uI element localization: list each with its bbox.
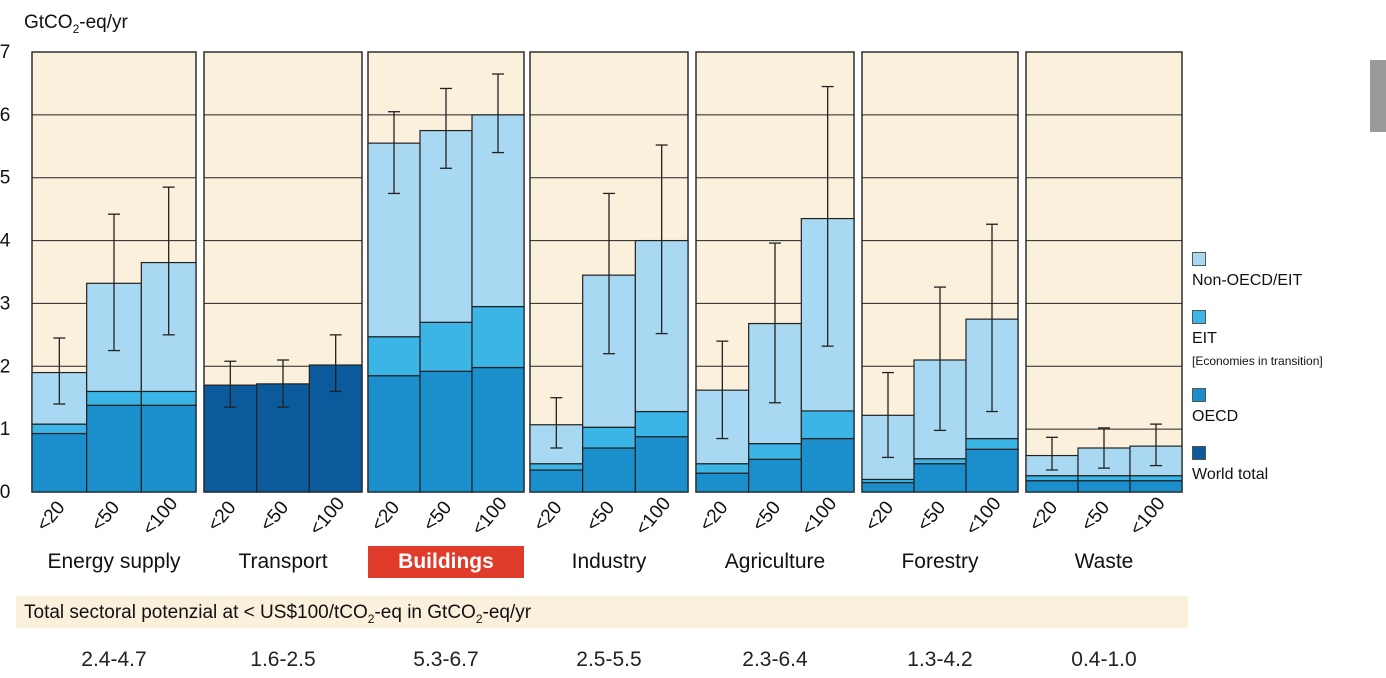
- x-tick-label: <20: [696, 497, 733, 535]
- bar-buildings-eit: [367, 336, 421, 377]
- total-potential-caption: Total sectoral potenzial at < US$100/tCO…: [24, 602, 532, 626]
- bar-waste-oecd: [1129, 480, 1183, 493]
- x-tick-label: <50: [1077, 497, 1114, 535]
- legend-swatch-non_oecd_eit: [1192, 252, 1206, 266]
- bar-agriculture-oecd: [695, 472, 750, 493]
- bar-waste-oecd: [1025, 480, 1079, 493]
- legend-label-oecd: OECD: [1192, 408, 1239, 425]
- bar-waste-eit: [1025, 475, 1079, 482]
- bar-industry-oecd: [529, 469, 584, 493]
- x-tick-label: <50: [87, 497, 124, 535]
- bar-agriculture-eit: [800, 410, 855, 440]
- x-tick-label: <50: [419, 497, 456, 535]
- bar-agriculture-eit: [695, 463, 750, 474]
- range-forestry: 1.3-4.2: [907, 648, 973, 671]
- x-tick-label: <50: [913, 497, 950, 535]
- bar-energy-supply-oecd: [140, 404, 197, 493]
- sector-label-industry: Industry: [571, 550, 647, 573]
- y-tick-label: 3: [0, 293, 10, 314]
- y-tick-label: 5: [0, 168, 10, 189]
- y-tick-label: 4: [0, 231, 11, 252]
- x-tick-label: <100: [468, 493, 512, 539]
- x-tick-label: <100: [1126, 493, 1170, 539]
- sector-label-forestry: Forestry: [901, 550, 979, 573]
- x-tick-label: <100: [306, 493, 350, 539]
- range-waste: 0.4-1.0: [1071, 648, 1137, 671]
- bar-forestry-oecd: [861, 481, 915, 493]
- legend-label-world_total: World total: [1192, 466, 1269, 483]
- x-tick-label: <20: [861, 497, 898, 535]
- y-tick-label: 7: [0, 42, 10, 63]
- bar-industry-oecd: [582, 447, 636, 493]
- y-tick-label: 6: [0, 105, 10, 126]
- legend-sublabel-eit: [Economies in transition]: [1192, 354, 1323, 368]
- bar-forestry-eit: [913, 458, 967, 465]
- bar-industry-eit: [582, 426, 636, 449]
- legend-label-non_oecd_eit: Non-OECD/EIT: [1192, 272, 1303, 289]
- bar-forestry-eit: [965, 437, 1019, 450]
- x-tick-label: <20: [530, 497, 567, 535]
- bar-buildings-oecd: [367, 375, 421, 493]
- bar-agriculture-oecd: [800, 437, 855, 493]
- sector-label-waste: Waste: [1074, 550, 1134, 573]
- range-energy-supply: 2.4-4.7: [81, 648, 147, 671]
- y-axis-label: GtCO2-eq/yr: [24, 12, 128, 36]
- bar-waste-eit: [1077, 475, 1131, 482]
- bar-buildings-eit: [419, 321, 473, 372]
- x-tick-label: <20: [33, 497, 70, 535]
- bar-industry-oecd: [634, 436, 689, 493]
- legend-swatch-eit: [1192, 310, 1206, 324]
- y-tick-label: 2: [0, 356, 10, 377]
- legend-swatch-oecd: [1192, 388, 1206, 402]
- x-tick-label: <100: [962, 493, 1006, 539]
- x-tick-label: <20: [1025, 497, 1062, 535]
- bar-industry-eit: [529, 463, 584, 471]
- sector-label-agriculture: Agriculture: [724, 550, 826, 573]
- sector-label-energy-supply: Energy supply: [47, 550, 181, 573]
- bar-agriculture-oecd: [748, 458, 802, 493]
- bar-waste-oecd: [1077, 480, 1131, 493]
- bar-energy-supply-oecd: [86, 404, 142, 493]
- sector-label-transport: Transport: [238, 550, 328, 573]
- bar-waste-eit: [1129, 475, 1183, 482]
- x-tick-label: <100: [139, 493, 183, 539]
- range-buildings: 5.3-6.7: [413, 648, 479, 671]
- y-tick-label: 1: [0, 419, 10, 440]
- x-tick-label: <20: [204, 497, 241, 535]
- range-industry: 2.5-5.5: [576, 648, 642, 671]
- bar-agriculture-eit: [748, 443, 802, 460]
- bar-energy-supply-oecd: [31, 432, 88, 493]
- bar-forestry-oecd: [913, 463, 967, 493]
- y-tick-label: 0: [0, 482, 10, 503]
- x-tick-label: <50: [748, 497, 785, 535]
- panel-waste: [1025, 51, 1183, 493]
- side-tab: [1370, 60, 1386, 132]
- bar-industry-eit: [634, 410, 689, 438]
- x-tick-label: <50: [582, 497, 619, 535]
- x-tick-label: <20: [367, 497, 404, 535]
- total-potential-band: [16, 596, 1188, 628]
- x-tick-label: <100: [798, 493, 842, 539]
- legend-label-eit: EIT: [1192, 330, 1217, 347]
- bar-energy-supply-eit: [140, 390, 197, 406]
- bar-energy-supply-eit: [31, 423, 88, 435]
- bar-buildings-oecd: [471, 366, 525, 493]
- legend-swatch-world_total: [1192, 446, 1206, 460]
- range-transport: 1.6-2.5: [250, 648, 316, 671]
- bar-energy-supply-eit: [86, 390, 142, 406]
- bar-buildings-oecd: [419, 370, 473, 493]
- bar-buildings-eit: [471, 305, 525, 369]
- x-tick-label: <100: [632, 493, 676, 539]
- x-tick-label: <50: [256, 497, 293, 535]
- bar-forestry-oecd: [965, 448, 1019, 493]
- sector-label-buildings: Buildings: [368, 546, 524, 578]
- range-agriculture: 2.3-6.4: [742, 648, 808, 671]
